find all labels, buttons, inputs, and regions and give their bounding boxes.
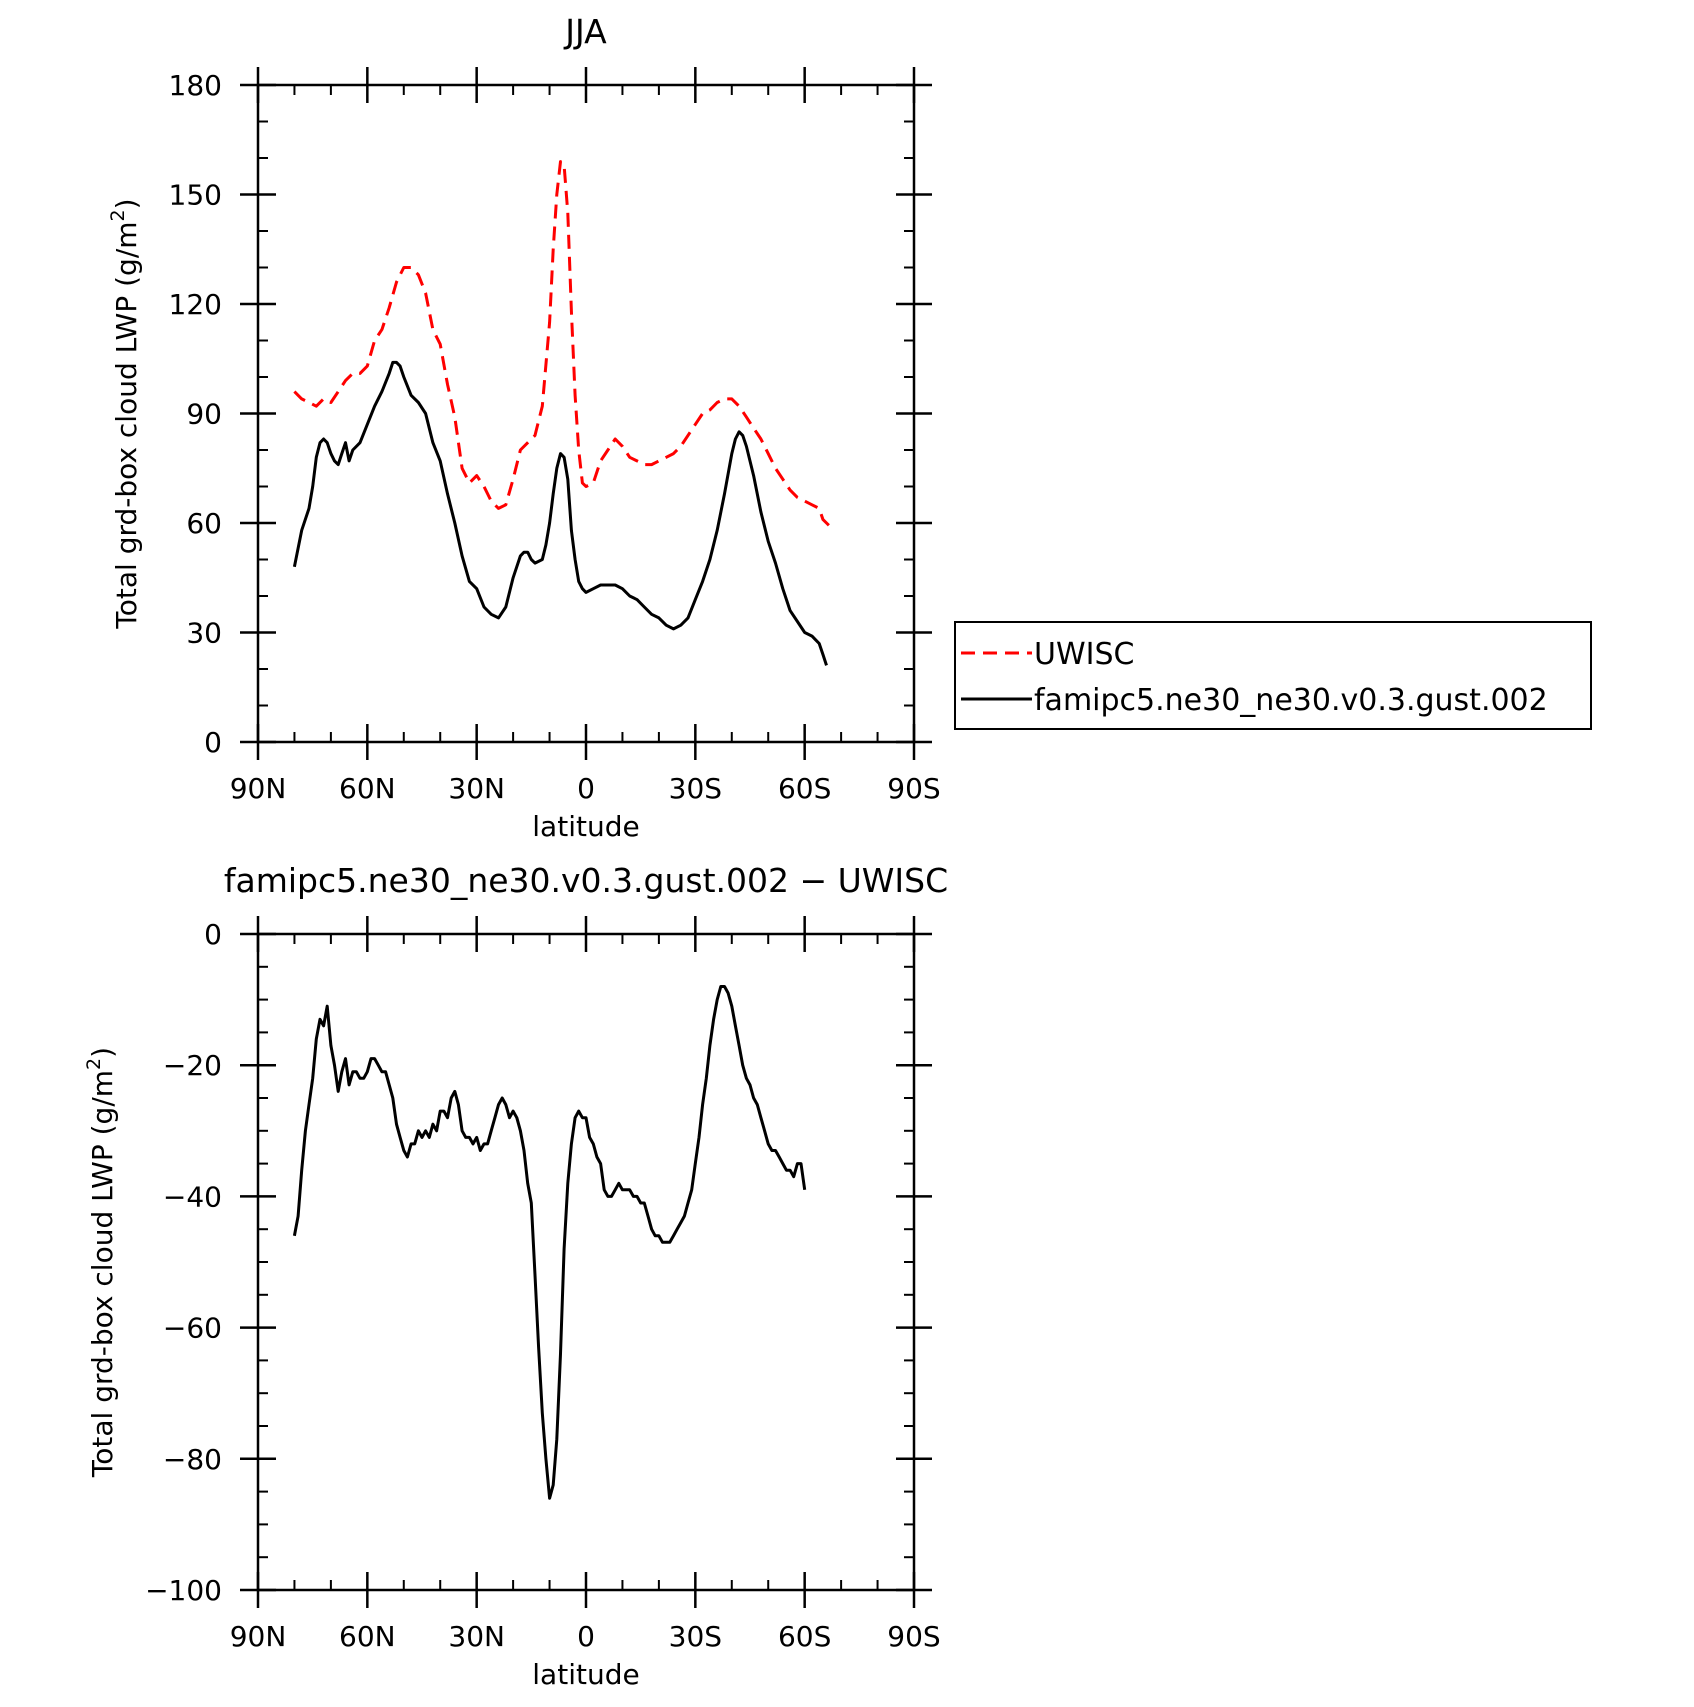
y-axis-label-tail: ) [86, 1047, 119, 1058]
series-line-1 [292, 985, 807, 1500]
y-tick-label: 180 [169, 69, 222, 102]
panel-2: 90N 60N 30N 0 30S 60S 90S−100−80−60−40−200fami… [83, 861, 948, 1691]
x-axis-label: latitude [532, 810, 639, 843]
chart-title: famipc5.ne30_ne30.v0.3.gust.002 − UWISC [224, 861, 948, 900]
y-tick-label: 0 [204, 918, 222, 951]
legend: UWISC famipc5.ne30_ne30.v0.3.gust.002 [954, 621, 1592, 730]
y-tick-label: 120 [169, 288, 222, 321]
y-tick-label: 0 [204, 726, 222, 759]
x-tick-label: 60S [778, 772, 831, 805]
x-tick-label: 90N [230, 1620, 287, 1653]
y-axis-label-superscript: 2 [83, 1058, 105, 1070]
x-tick-label: 30S [669, 1620, 722, 1653]
y-axis-label-main: Total grd-box cloud LWP (g/m [86, 1070, 119, 1478]
x-tick-label: 30N [448, 772, 505, 805]
legend-box [954, 621, 1592, 730]
y-tick-label: 60 [186, 507, 222, 540]
x-tick-label: 60N [339, 1620, 396, 1653]
x-tick-label: 90S [887, 1620, 940, 1653]
y-tick-label: 90 [186, 398, 222, 431]
y-tick-label: 150 [169, 179, 222, 212]
x-axis-label: latitude [532, 1658, 639, 1691]
plot-frame [256, 932, 916, 1592]
x-tick-label: 30N [448, 1620, 505, 1653]
series-line-2 [292, 360, 828, 666]
x-tick-label: 60S [778, 1620, 831, 1653]
y-tick-label: −100 [145, 1574, 222, 1607]
y-axis-label: Total grd-box cloud LWP (g/m2) [107, 198, 143, 629]
y-tick-label: −20 [163, 1049, 222, 1082]
y-tick-label: −40 [163, 1180, 222, 1213]
plot-frame [256, 83, 916, 744]
y-axis-label-superscript: 2 [107, 209, 129, 221]
x-tick-label: 60N [339, 772, 396, 805]
x-tick-label: 90N [230, 772, 287, 805]
y-axis-label: Total grd-box cloud LWP (g/m2) [83, 1047, 119, 1478]
x-tick-label: 0 [577, 772, 595, 805]
legend-entry: UWISC [1034, 637, 1134, 672]
y-axis-label-main: Total grd-box cloud LWP (g/m [110, 221, 143, 629]
x-tick-label: 30S [669, 772, 722, 805]
x-tick-label: 90S [887, 772, 940, 805]
legend-entry: famipc5.ne30_ne30.v0.3.gust.002 [1034, 683, 1548, 718]
panel-1: 90N 60N 30N 0 30S 60S 90S 0 30 60 90 120 150 180 JJA la… [107, 12, 1592, 843]
y-axis-label-tail: ) [110, 198, 143, 209]
chart-title: JJA [563, 12, 607, 51]
x-tick-label: 0 [577, 1620, 595, 1653]
y-tick-label: −80 [163, 1443, 222, 1476]
y-tick-label: 30 [186, 617, 222, 650]
y-tick-label: −60 [163, 1312, 222, 1345]
series-line-1 [293, 160, 835, 532]
